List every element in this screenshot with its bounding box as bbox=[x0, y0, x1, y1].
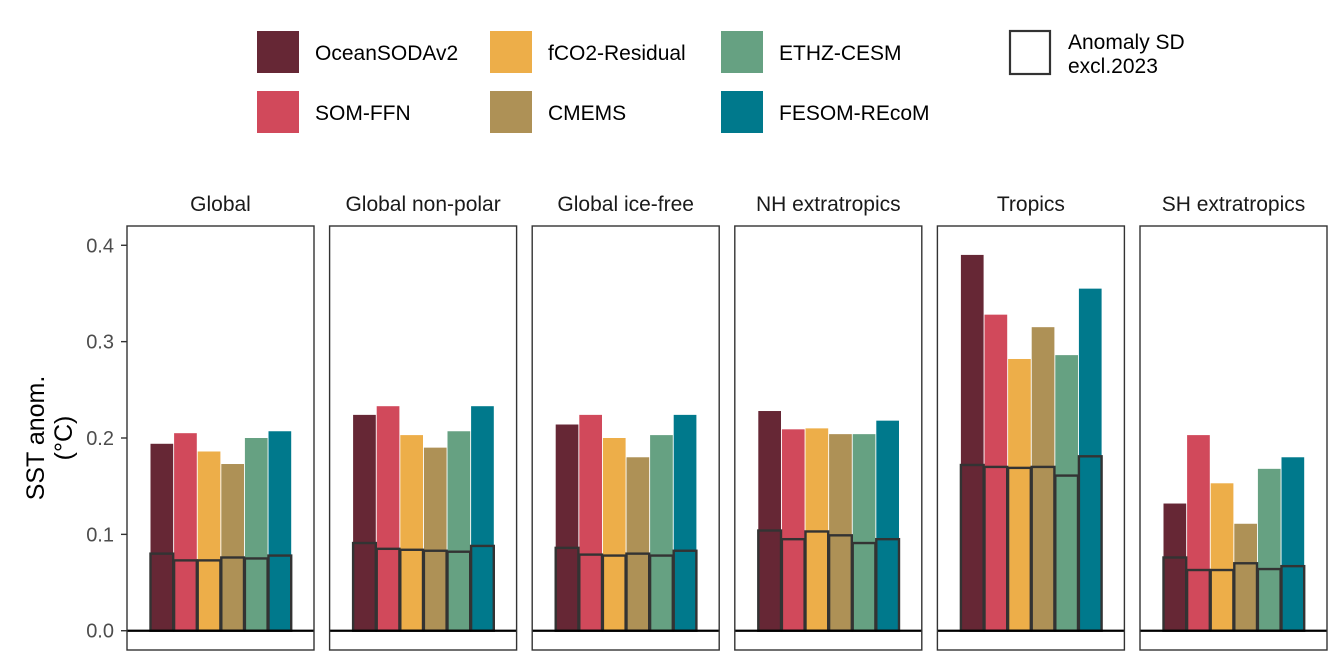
y-axis-title: SST anom. (°C) bbox=[22, 376, 78, 501]
bar-oceansodav2 bbox=[150, 443, 174, 631]
legend-label: SOM-FFN bbox=[315, 102, 411, 125]
bar-cmems bbox=[1031, 327, 1055, 631]
panel-title: Global ice-free bbox=[557, 193, 694, 216]
legend-item-oceansodav2: OceanSODAv2 bbox=[257, 31, 458, 73]
bar-fco2-residual bbox=[197, 451, 221, 631]
bar-som-ffn bbox=[376, 406, 400, 631]
panel-title: Global bbox=[190, 193, 251, 216]
bar-cmems bbox=[626, 457, 650, 631]
legend-swatch bbox=[721, 91, 763, 133]
y-tick-label: 0.2 bbox=[86, 428, 114, 450]
legend-item-fesom-recom: FESOM-REcoM bbox=[721, 91, 930, 133]
panel-title: Global non-polar bbox=[345, 193, 500, 216]
bar-oceansodav2 bbox=[353, 414, 376, 631]
bar-som-ffn bbox=[781, 429, 805, 631]
panel-global-non-polar: Global non-polar bbox=[328, 193, 518, 651]
panel-title: Tropics bbox=[997, 193, 1065, 216]
bar-fco2-residual bbox=[1210, 483, 1234, 631]
legend-label: fCO2-Residual bbox=[548, 42, 686, 65]
y-tick-label: 0.3 bbox=[86, 332, 114, 354]
bar-oceansodav2 bbox=[960, 254, 984, 631]
bar-fesom-recom bbox=[673, 414, 697, 631]
legend-item-som-ffn: SOM-FFN bbox=[257, 91, 411, 133]
legend-swatch bbox=[490, 31, 532, 73]
bar-cmems bbox=[221, 464, 244, 631]
y-tick-label: 0.0 bbox=[86, 621, 114, 643]
legend-item-fco2-residual: fCO2-Residual bbox=[490, 31, 686, 73]
legend-label: ETHZ-CESM bbox=[779, 42, 902, 65]
bar-fesom-recom bbox=[876, 420, 899, 631]
panel-sh-extratropics: SH extratropics bbox=[1139, 193, 1328, 651]
panel-title: NH extratropics bbox=[756, 193, 901, 216]
y-tick-label: 0.4 bbox=[86, 235, 114, 257]
legend-label: OceanSODAv2 bbox=[315, 42, 458, 65]
legend-swatch bbox=[257, 31, 299, 73]
bar-fco2-residual bbox=[805, 428, 829, 631]
legend-label: CMEMS bbox=[548, 102, 626, 125]
bar-ethz-cesm bbox=[852, 434, 876, 631]
legend-swatch bbox=[490, 91, 532, 133]
legend: OceanSODAv2 SOM-FFN fCO2-Residual CMEMS ETHZ… bbox=[257, 29, 1185, 133]
legend-swatch bbox=[257, 91, 299, 133]
legend-swatch-anomaly-sd bbox=[1008, 29, 1052, 76]
bar-fesom-recom bbox=[268, 431, 292, 631]
panel-tropics: Tropics bbox=[936, 193, 1126, 651]
panel-border bbox=[1139, 225, 1328, 651]
y-axis: 0.0 0.1 0.2 0.3 0.4 SST anom. (°C) bbox=[22, 235, 127, 643]
bar-ethz-cesm bbox=[650, 435, 673, 631]
legend-label: FESOM-REcoM bbox=[779, 102, 930, 125]
bar-ethz-cesm bbox=[447, 431, 471, 631]
bar-oceansodav2 bbox=[1163, 503, 1187, 631]
panel-border bbox=[328, 225, 518, 651]
panel-title: SH extratropics bbox=[1162, 193, 1306, 216]
bar-fco2-residual bbox=[1008, 358, 1031, 631]
bar-fesom-recom bbox=[1281, 457, 1305, 631]
y-tick-label: 0.1 bbox=[86, 524, 114, 546]
bar-ethz-cesm bbox=[244, 438, 268, 631]
bar-ethz-cesm bbox=[1055, 355, 1078, 631]
panel-global: Global bbox=[126, 193, 315, 651]
bar-fesom-recom bbox=[471, 406, 494, 631]
y-axis-title-line: (°C) bbox=[50, 416, 78, 461]
panel-border bbox=[734, 225, 923, 651]
panel-global-ice-free: Global ice-free bbox=[531, 193, 720, 651]
y-axis-title-line: SST anom. bbox=[22, 376, 50, 501]
bar-fco2-residual bbox=[602, 438, 626, 631]
bar-som-ffn bbox=[1187, 435, 1210, 631]
facet-panels: Global Global non-polar Global ice-free NH … bbox=[126, 193, 1328, 651]
bar-som-ffn bbox=[174, 433, 197, 631]
bar-oceansodav2 bbox=[758, 411, 781, 631]
bar-ethz-cesm bbox=[1257, 468, 1281, 631]
bar-fco2-residual bbox=[400, 435, 423, 631]
legend-item-cmems: CMEMS bbox=[490, 91, 626, 133]
bar-som-ffn bbox=[984, 314, 1008, 631]
bar-cmems bbox=[423, 447, 447, 631]
legend-item-ethz-cesm: ETHZ-CESM bbox=[721, 31, 902, 73]
legend-label-anomaly-sd: excl.2023 bbox=[1068, 55, 1158, 78]
legend-swatch bbox=[721, 31, 763, 73]
bar-fesom-recom bbox=[1078, 288, 1102, 631]
legend-label-anomaly-sd: Anomaly SD bbox=[1068, 31, 1185, 54]
panel-border bbox=[936, 225, 1126, 651]
bar-cmems bbox=[829, 434, 852, 631]
bar-som-ffn bbox=[579, 414, 602, 631]
panel-border bbox=[126, 225, 315, 651]
bar-oceansodav2 bbox=[555, 424, 579, 631]
panel-nh-extratropics: NH extratropics bbox=[734, 193, 923, 651]
panel-border bbox=[531, 225, 720, 651]
bar-cmems bbox=[1234, 523, 1257, 631]
